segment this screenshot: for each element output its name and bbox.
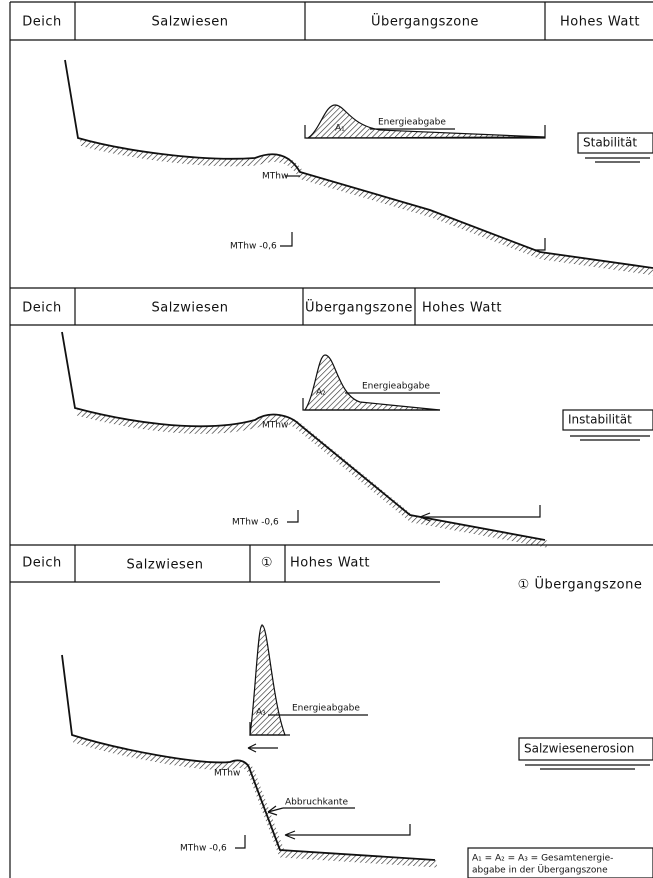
energy-label: Energieabgabe (362, 382, 430, 392)
mthw-label: MThw (262, 172, 288, 182)
marker (287, 510, 299, 523)
mthw-label: MThw (214, 769, 240, 779)
energy-base (249, 722, 290, 736)
arrow (267, 805, 284, 816)
zone-label: Deich (22, 556, 62, 571)
zone-label: Übergangszone (305, 299, 413, 316)
zone-label: Übergangszone (371, 13, 479, 30)
profile (64, 59, 653, 269)
panel-stability: Deich Salzwiesen Übergangszone Hohes Wat… (10, 2, 653, 276)
zone-label: Hohes Watt (422, 301, 502, 316)
note-text: abgabe in der Übergangszone (472, 865, 608, 876)
area-label: A₃ (256, 708, 266, 718)
ground-hatch (76, 408, 548, 548)
edge-label: Abbruchkante (285, 798, 348, 808)
zone-label: Deich (22, 301, 62, 316)
zone-label: Hohes Watt (290, 556, 370, 571)
zone-label: ① (261, 556, 273, 571)
energy-base (302, 398, 440, 411)
ground-hatch (79, 138, 653, 276)
arrow (247, 743, 278, 753)
marker (280, 232, 293, 247)
profile (61, 331, 546, 541)
zone-label: Deich (22, 15, 62, 30)
note-box (467, 847, 653, 878)
zone-label: Salzwiesen (152, 15, 229, 30)
panel-erosion: Deich Salzwiesen ① Hohes Watt ① Übergang… (10, 544, 653, 878)
area-label: A₂ (316, 388, 326, 398)
zone-label: Salzwiesen (152, 301, 229, 316)
energy-label: Energieabgabe (292, 704, 360, 714)
state-label: Instabilität (568, 413, 632, 427)
energy-base (304, 125, 546, 139)
energy-curve (303, 354, 441, 411)
profile (61, 654, 436, 861)
state-box (577, 132, 653, 154)
marker (535, 238, 546, 251)
marker (235, 835, 246, 849)
ground-hatch (72, 735, 438, 868)
state-box (562, 409, 653, 431)
panel-instability: Deich Salzwiesen Übergangszone Hohes Wat… (10, 287, 653, 548)
state-label: Salzwiesenerosion (524, 742, 634, 756)
mthw-low-label: MThw -0,6 (232, 518, 279, 528)
arrow (419, 505, 541, 522)
energy-label: Energieabgabe (378, 118, 446, 128)
state-box (518, 737, 653, 761)
note-text: A₁ = A₂ = A₃ = Gesamtenergie- (472, 854, 613, 864)
energy-curve (249, 624, 286, 736)
zone-label: Salzwiesen (127, 558, 204, 573)
arrow (284, 824, 411, 840)
legend-label: ① Übergangszone (518, 576, 643, 593)
mthw-label: MThw (262, 421, 288, 431)
area-label: A₁ (335, 124, 345, 134)
mthw-low-label: MThw -0,6 (230, 242, 277, 252)
mthw-low-label: MThw -0,6 (180, 844, 227, 854)
state-label: Stabilität (583, 136, 637, 150)
zone-label: Hohes Watt (560, 15, 640, 30)
energy-curve (306, 104, 546, 139)
